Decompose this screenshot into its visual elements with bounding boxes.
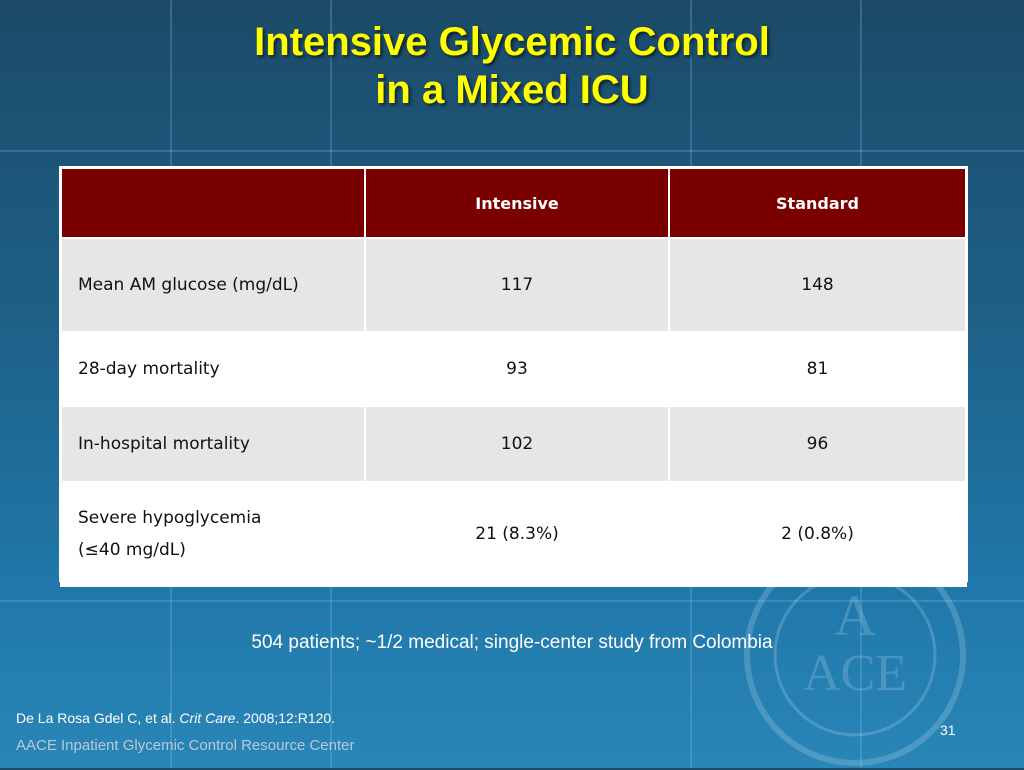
standard-value: 96 (668, 405, 967, 483)
title-line-2: in a Mixed ICU (375, 68, 649, 112)
aace-seal-logo: A ACE (744, 544, 966, 766)
table-header-row: Intensive Standard (60, 167, 967, 239)
citation-journal: Crit Care (179, 710, 236, 726)
study-note: 504 patients; ~1/2 medical; single-cente… (251, 632, 773, 653)
row-label: 28-day mortality (60, 331, 366, 407)
table-row: 28-day mortality 93 81 (60, 331, 967, 407)
row-label: Severe hypoglycemia (≤40 mg/dL) (60, 481, 366, 587)
slide-title: Intensive Glycemic Control in a Mixed IC… (0, 18, 1024, 114)
row-label-line-1: Severe hypoglycemia (78, 508, 262, 528)
grid-line (0, 600, 1024, 602)
standard-value: 81 (668, 331, 967, 407)
table-row: In-hospital mortality 102 96 (60, 405, 967, 483)
standard-value: 2 (0.8%) (668, 481, 967, 587)
intensive-value: 102 (364, 405, 670, 483)
intensive-value: 93 (364, 331, 670, 407)
footer-text: AACE Inpatient Glycemic Control Resource… (16, 737, 355, 754)
table-row: Mean AM glucose (mg/dL) 117 148 (60, 237, 967, 333)
table-row: Severe hypoglycemia (≤40 mg/dL) 21 (8.3%… (60, 481, 967, 587)
grid-line (0, 150, 1024, 152)
table-header-blank (60, 167, 366, 239)
citation: De La Rosa Gdel C, et al. Crit Care. 200… (16, 710, 335, 726)
title-line-1: Intensive Glycemic Control (254, 20, 770, 64)
row-label: Mean AM glucose (mg/dL) (60, 237, 366, 333)
svg-text:A: A (834, 583, 876, 648)
results-table: Intensive Standard Mean AM glucose (mg/d… (59, 166, 968, 587)
intensive-value: 21 (8.3%) (364, 481, 670, 587)
table-header-standard: Standard (668, 167, 967, 239)
svg-text:ACE: ACE (803, 645, 907, 702)
citation-authors: De La Rosa Gdel C, et al. (16, 710, 176, 726)
page-number: 31 (940, 722, 956, 738)
row-label-line-2: (≤40 mg/dL) (78, 540, 186, 560)
standard-value: 148 (668, 237, 967, 333)
citation-details: . 2008;12:R120. (235, 710, 336, 726)
table-header-intensive: Intensive (364, 167, 670, 239)
row-label: In-hospital mortality (60, 405, 366, 483)
intensive-value: 117 (364, 237, 670, 333)
